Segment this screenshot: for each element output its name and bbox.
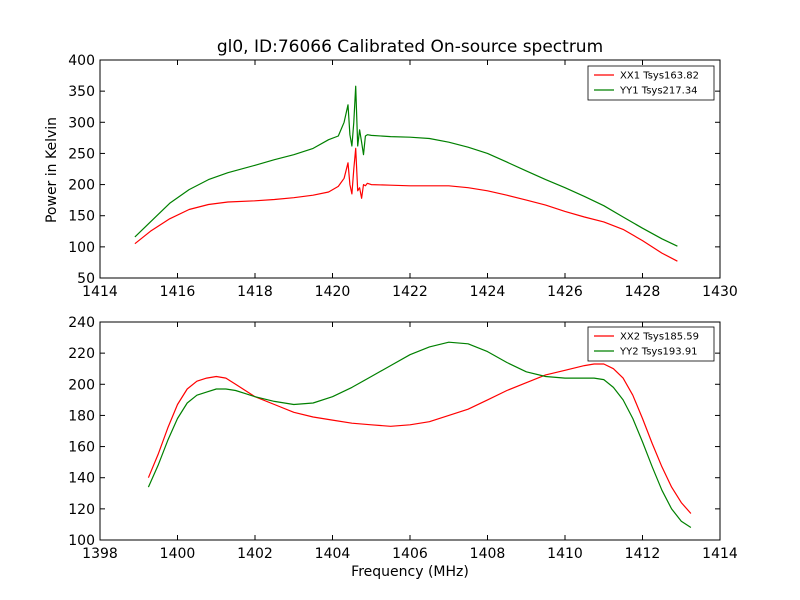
bottom-subplot: 1398 1400 1402 1404 1406 1408 1410 1412 1414 100 1… [68, 315, 738, 580]
top-legend[interactable]: XX1 Tsys163.82 YY1 Tsys217.34 [587, 65, 715, 101]
top-x-tick-label: 1422 [392, 284, 428, 300]
bottom-y-tick-label: 100 [68, 533, 95, 549]
top-x-tick-label: 1414 [82, 284, 118, 300]
top-series-line-2 [134, 85, 678, 247]
bottom-x-tick-label: 1408 [470, 546, 506, 562]
x-axis-label-bottom: Frequency (MHz) [351, 564, 469, 580]
bottom-x-tick-label: 1410 [547, 546, 583, 562]
top-x-tick-label: 1416 [160, 284, 196, 300]
top-plot-frame [99, 59, 721, 279]
top-x-tick-label: 1424 [470, 284, 506, 300]
top-y-tick-label: 100 [68, 240, 95, 256]
bottom-y-tick-label: 240 [68, 315, 95, 331]
bottom-legend-label-xx2: XX2 Tsys185.59 [620, 332, 699, 343]
bottom-x-tick-label: 1406 [392, 546, 428, 562]
top-series-layer [134, 85, 678, 262]
bottom-y-tick-label: 200 [68, 377, 95, 393]
top-x-tick-label: 1430 [702, 284, 738, 300]
top-legend-label-xx1: XX1 Tsys163.82 [620, 71, 699, 82]
bottom-x-tick-label: 1404 [315, 546, 351, 562]
bottom-legend-box [587, 326, 715, 362]
bottom-series-layer [147, 341, 692, 529]
top-x-tick-label: 1420 [315, 284, 351, 300]
top-y-tick-label: 350 [68, 84, 95, 100]
bottom-x-tick-label: 1400 [160, 546, 196, 562]
top-series-line-1 [134, 147, 678, 262]
bottom-ticks-layer: 1398 1400 1402 1404 1406 1408 1410 1412 1414 100 1… [68, 315, 738, 562]
top-legend-label-yy1: YY1 Tsys217.34 [619, 86, 698, 97]
bottom-x-tick-label: 1412 [625, 546, 661, 562]
y-axis-label-top: Power in Kelvin [44, 117, 60, 223]
top-y-tick-label: 250 [68, 146, 95, 162]
bottom-y-tick-label: 140 [68, 471, 95, 487]
chart-title: gl0, ID:76066 Calibrated On-source spect… [217, 37, 603, 57]
bottom-legend-label-yy2: YY2 Tsys193.91 [619, 347, 698, 358]
top-y-tick-label: 400 [68, 53, 95, 69]
bottom-plot-frame [99, 321, 721, 541]
top-x-tick-label: 1418 [237, 284, 273, 300]
top-y-tick-label: 150 [68, 209, 95, 225]
top-y-tick-label: 50 [77, 271, 95, 287]
top-y-tick-label: 300 [68, 115, 95, 131]
bottom-x-tick-label: 1414 [702, 546, 738, 562]
bottom-legend[interactable]: XX2 Tsys185.59 YY2 Tsys193.91 [587, 326, 715, 362]
bottom-x-tick-label: 1398 [82, 546, 118, 562]
top-x-tick-label: 1428 [625, 284, 661, 300]
bottom-x-tick-label: 1402 [237, 546, 273, 562]
bottom-series-line-1 [147, 363, 692, 514]
top-legend-box [587, 65, 715, 101]
bottom-y-tick-label: 220 [68, 346, 95, 362]
bottom-y-tick-label: 160 [68, 440, 95, 456]
bottom-series-line-2 [147, 341, 692, 529]
bottom-y-tick-label: 120 [68, 502, 95, 518]
top-ticks-layer: 1414 1416 1418 1420 1422 1424 1426 1428 1430 50 10… [68, 53, 738, 300]
top-y-tick-label: 200 [68, 178, 95, 194]
top-x-tick-label: 1426 [547, 284, 583, 300]
bottom-y-tick-label: 180 [68, 408, 95, 424]
top-subplot: gl0, ID:76066 Calibrated On-source spect… [44, 37, 738, 300]
